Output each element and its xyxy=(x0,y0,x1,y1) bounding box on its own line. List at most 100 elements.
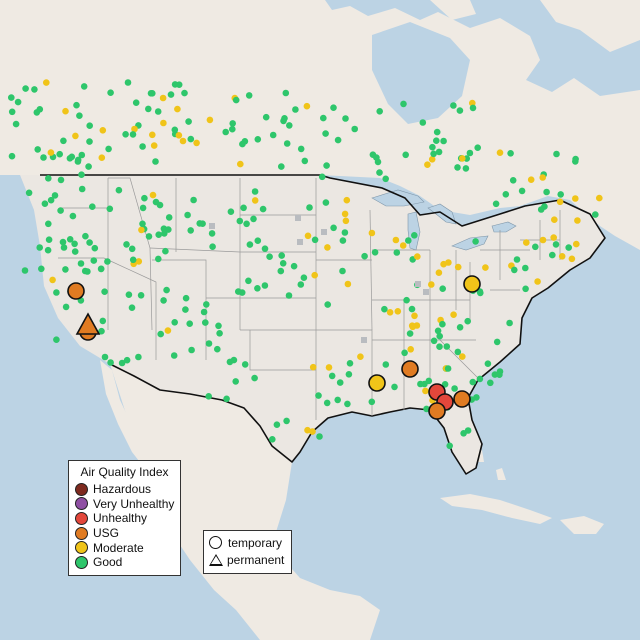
station-marker xyxy=(334,136,342,144)
station-marker xyxy=(336,379,344,386)
station-marker xyxy=(128,304,136,312)
station-marker xyxy=(469,104,477,112)
station-marker xyxy=(243,220,250,228)
station-marker xyxy=(361,252,368,260)
station-marker xyxy=(132,99,140,106)
station-marker xyxy=(125,291,133,299)
station-marker xyxy=(232,96,240,104)
bahamas xyxy=(476,450,506,480)
station-marker xyxy=(472,238,479,245)
unhealthy-swatch xyxy=(75,511,88,525)
station-marker xyxy=(266,253,273,260)
station-marker xyxy=(36,244,43,251)
station-marker xyxy=(105,145,112,153)
station-marker xyxy=(466,149,474,157)
station-marker xyxy=(202,319,209,326)
station-marker xyxy=(323,162,330,169)
station-marker xyxy=(460,430,467,437)
station-marker xyxy=(592,211,599,218)
station-marker xyxy=(351,125,359,133)
station-marker xyxy=(406,330,414,337)
station-marker xyxy=(229,120,236,127)
station-marker xyxy=(492,200,500,208)
station-marker xyxy=(47,149,55,156)
station-marker xyxy=(511,266,518,274)
station-marker xyxy=(165,226,172,233)
station-marker xyxy=(25,189,33,197)
station-marker xyxy=(160,119,167,127)
station-marker xyxy=(328,372,336,380)
station-marker xyxy=(171,319,178,326)
legend-label: temporary xyxy=(228,535,283,550)
station-marker xyxy=(237,160,244,168)
station-marker xyxy=(139,220,146,228)
station-marker xyxy=(139,204,147,212)
station-marker xyxy=(439,285,447,293)
station-marker xyxy=(216,330,223,337)
station-marker xyxy=(443,343,451,350)
station-marker xyxy=(72,132,79,140)
station-marker xyxy=(393,249,401,256)
station-marker xyxy=(137,292,145,299)
station-marker xyxy=(311,236,319,244)
station-marker xyxy=(163,286,170,294)
station-marker xyxy=(12,120,20,128)
station-marker xyxy=(311,271,319,279)
temporary-monitor-marker xyxy=(453,390,471,408)
legend-label: Good xyxy=(93,555,123,570)
station-marker xyxy=(282,89,290,97)
station-marker xyxy=(251,188,259,195)
station-marker xyxy=(477,289,484,297)
station-marker xyxy=(205,393,212,400)
legend-item-unhealthy: Unhealthy xyxy=(69,511,180,526)
station-marker xyxy=(345,371,353,378)
station-marker xyxy=(440,137,447,145)
station-marker xyxy=(254,237,262,244)
station-marker xyxy=(433,137,440,144)
station-marker xyxy=(339,237,347,244)
station-marker xyxy=(77,260,85,267)
station-marker xyxy=(423,405,430,413)
station-marker xyxy=(451,385,458,392)
station-marker xyxy=(493,338,501,346)
station-marker xyxy=(297,145,305,153)
station-marker xyxy=(446,442,454,450)
station-marker xyxy=(342,115,349,122)
station-marker xyxy=(209,243,216,250)
station-marker xyxy=(199,220,206,227)
us-border xyxy=(40,174,606,475)
station-marker xyxy=(429,143,436,151)
station-marker xyxy=(227,208,235,215)
station-marker xyxy=(414,253,421,260)
station-marker xyxy=(568,255,576,263)
station-marker xyxy=(60,137,67,145)
station-marker xyxy=(464,317,472,325)
station-marker xyxy=(278,163,285,170)
station-marker xyxy=(155,255,162,263)
station-marker xyxy=(157,330,164,338)
station-marker xyxy=(81,267,89,275)
station-marker xyxy=(128,245,136,253)
station-marker xyxy=(129,131,137,138)
station-marker xyxy=(86,239,93,246)
station-marker xyxy=(245,92,253,99)
station-marker xyxy=(343,196,351,204)
station-marker xyxy=(565,244,572,251)
legend-item-temporary: temporary xyxy=(204,534,291,551)
station-marker xyxy=(523,239,530,246)
station-marker xyxy=(513,256,521,263)
station-marker xyxy=(323,399,331,407)
station-marker xyxy=(107,89,114,96)
hispaniola xyxy=(560,516,604,534)
station-marker xyxy=(285,292,293,299)
station-marker xyxy=(320,114,327,122)
station-marker xyxy=(303,102,311,110)
no-data-marker xyxy=(423,289,429,295)
station-marker xyxy=(430,150,437,158)
station-marker xyxy=(86,122,93,129)
station-marker xyxy=(435,148,443,156)
station-marker xyxy=(78,151,86,159)
station-marker xyxy=(341,210,349,218)
station-marker xyxy=(402,151,410,159)
station-marker xyxy=(186,320,193,328)
